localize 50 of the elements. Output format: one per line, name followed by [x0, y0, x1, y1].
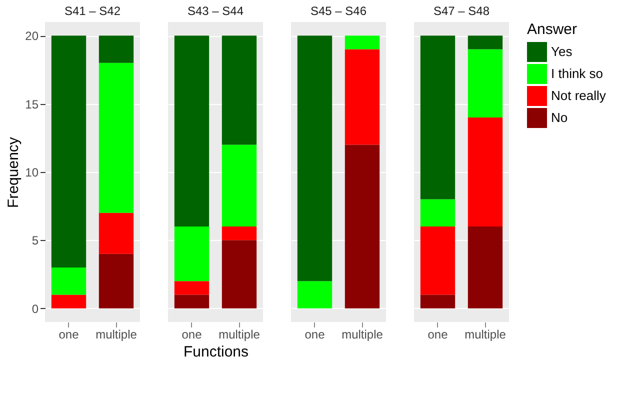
bar	[420, 226, 456, 295]
x-tick-label: one	[304, 328, 326, 342]
x-tick-label: one	[58, 328, 80, 342]
bar	[98, 62, 134, 213]
y-tick-label: 5	[32, 234, 39, 248]
bar	[51, 267, 86, 295]
legend-label: No	[551, 110, 568, 125]
bar	[222, 240, 257, 308]
bar	[174, 294, 210, 308]
bar	[98, 254, 134, 308]
bar	[98, 36, 134, 63]
y-axis-title: Frequency	[5, 136, 22, 208]
bar	[174, 226, 210, 282]
bar	[468, 36, 503, 50]
x-tick-label: multiple	[96, 328, 138, 342]
bar	[98, 212, 134, 254]
y-tick-label: 0	[32, 302, 39, 316]
bar	[222, 226, 257, 240]
bar	[222, 36, 257, 145]
chart-title: S43 – S44	[187, 4, 244, 18]
legend-label: Yes	[551, 44, 573, 59]
bar	[174, 281, 210, 295]
bar	[297, 281, 332, 308]
chart-title: S47 – S48	[433, 4, 490, 18]
bar	[174, 36, 210, 227]
bar	[468, 117, 503, 227]
x-tick-label: multiple	[218, 328, 260, 342]
x-tick-label: multiple	[342, 328, 384, 342]
legend-label: Not really	[551, 88, 606, 103]
bar	[468, 226, 503, 308]
chart-title: S45 – S46	[310, 4, 367, 18]
bar	[222, 144, 257, 227]
legend-title: Answer	[527, 21, 578, 38]
bar	[420, 294, 456, 308]
y-tick-label: 15	[25, 97, 39, 112]
x-tick-label: one	[428, 328, 448, 342]
x-tick-label: one	[182, 328, 202, 342]
bar	[344, 49, 380, 145]
chart-title: S41 – S42	[64, 4, 121, 18]
x-tick-label: multiple	[464, 328, 506, 342]
bar	[344, 144, 380, 308]
legend-label: I think so	[551, 66, 604, 81]
bar	[468, 49, 503, 118]
bar	[420, 199, 456, 227]
y-tick-label: 20	[25, 29, 39, 44]
x-axis-title: Functions	[183, 344, 249, 360]
y-tick-label: 10	[25, 166, 39, 180]
bar	[51, 294, 86, 308]
bar	[420, 36, 456, 200]
bar	[344, 36, 380, 50]
